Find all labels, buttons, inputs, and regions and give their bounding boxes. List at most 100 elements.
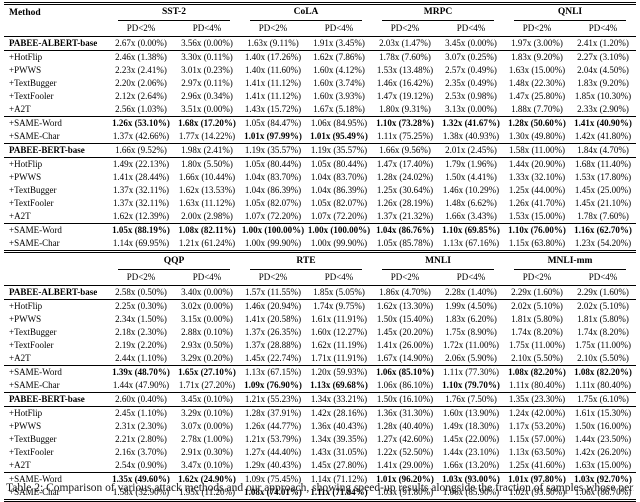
result-cell: 1.11x (75.25%): [377, 131, 433, 141]
result-cell: 1.41x (40.90%): [574, 118, 632, 128]
result-cell: 1.06x (84.95%): [310, 118, 368, 128]
result-cell: 1.36x (31.30%): [376, 408, 434, 418]
method-label: PABEE-ALBERT-base: [9, 287, 98, 297]
result-cell: 2.97x (0.11%): [181, 78, 233, 88]
result-cell: 1.13x (67.16%): [442, 238, 500, 248]
result-cell: 1.38x (40.93%): [442, 131, 500, 141]
result-cell: 1.17x (53.20%): [508, 421, 566, 431]
result-cell: 3.45x (0.00%): [445, 38, 497, 48]
result-cell: 1.35x (49.60%): [112, 474, 170, 484]
result-cell: 1.37x (32.11%): [113, 198, 169, 208]
result-cell: 1.41x (11.12%): [245, 91, 301, 101]
result-cell: 1.58x (11.00%): [509, 145, 565, 155]
table-row: +SAME-Word 1.35x (49.60%) 1.62x (24.90%) 1.…: [4, 473, 636, 487]
subheader-row: PD<2% PD<4% PD<2% PD<4% PD<2% PD<4% PD<2% PD<4%: [4, 21, 636, 37]
result-cell: 2.20x (2.06%): [115, 78, 167, 88]
table-section: PABEE-ALBERT-base 2.67x (0.00%) 3.56x (0.0…: [4, 37, 636, 51]
table-row: +PWWS 2.23x (2.41%) 3.01x (0.23%) 1.40x (11…: [4, 64, 636, 77]
table-header: Method SST-2 CoLA MRPC QNLI PD<2% PD<4% PD<2% PD…: [4, 4, 636, 37]
result-cell: 2.18x (2.30%): [115, 327, 167, 337]
result-cell: 1.66x (3.43%): [445, 211, 497, 221]
result-cell: 1.42x (28.16%): [310, 408, 368, 418]
result-cell: 1.98x (2.41%): [181, 145, 233, 155]
result-cell: 1.63x (15.00%): [508, 65, 566, 75]
result-cell: 1.28x (37.91%): [244, 408, 302, 418]
dataset-group-header: CoLA: [240, 4, 372, 21]
table-row: +TextBugger 1.37x (32.11%) 1.62x (13.53%) 1…: [4, 184, 636, 197]
result-cell: 3.45x (0.10%): [181, 394, 233, 404]
result-cell: 2.96x (0.34%): [181, 91, 233, 101]
result-cell: 2.58x (0.50%): [115, 287, 167, 297]
result-cell: 2.27x (3.10%): [577, 52, 629, 62]
result-cell: 1.75x (8.90%): [445, 327, 497, 337]
group-header-row: Method SST-2 CoLA MRPC QNLI: [4, 4, 636, 21]
result-cell: 1.09x (75.45%): [244, 474, 302, 484]
result-cell: 1.11x (77.30%): [443, 367, 499, 377]
table-row: +HotFlip 1.49x (22.13%) 1.80x (5.50%) 1.05x…: [4, 158, 636, 172]
dataset-group-label: MNLI-mm: [514, 254, 626, 270]
result-cell: 1.88x (7.70%): [511, 104, 563, 114]
result-cell: 2.34x (1.50%): [115, 314, 167, 324]
result-cell: 1.75x (11.00%): [575, 340, 631, 350]
result-cell: 1.01x (97.99%): [244, 131, 302, 141]
table-row: +PWWS 2.34x (1.50%) 3.15x (0.00%) 1.41x (20…: [4, 313, 636, 326]
result-cell: 1.37x (28.88%): [244, 340, 302, 350]
result-cell: 2.41x (1.20%): [577, 38, 629, 48]
result-cell: 1.99x (4.50%): [445, 301, 497, 311]
result-cell: 1.71x (27.20%): [178, 380, 236, 390]
pd-threshold-subheader: PD<4%: [324, 272, 354, 282]
table-row: +PWWS 1.41x (28.44%) 1.66x (10.44%) 1.04x (…: [4, 171, 636, 184]
result-cell: 1.19x (35.57%): [244, 145, 302, 155]
result-cell: 2.53x (0.98%): [445, 91, 497, 101]
result-cell: 1.35x (23.30%): [508, 394, 566, 404]
result-cell: 1.13x (63.50%): [508, 447, 566, 457]
dataset-group-label: QQP: [118, 254, 230, 270]
result-cell: 1.53x (15.00%): [508, 211, 566, 221]
pd-threshold-subheader: PD<2%: [522, 23, 552, 33]
result-cell: 2.35x (0.49%): [445, 78, 497, 88]
result-cell: 2.02x (5.10%): [577, 301, 629, 311]
result-cell: 1.13x (67.15%): [244, 367, 302, 377]
method-label: +SAME-Word: [9, 474, 62, 484]
result-cell: 1.27x (42.60%): [376, 434, 434, 444]
result-cell: 1.44x (20.90%): [508, 159, 566, 169]
result-cell: 1.44x (23.10%): [442, 447, 500, 457]
result-cell: 1.42x (41.80%): [574, 131, 632, 141]
dataset-group-header: QNLI: [504, 4, 636, 21]
dataset-group-header: MNLI: [372, 254, 504, 270]
result-cell: 1.60x (4.12%): [313, 65, 365, 75]
result-cell: 1.07x (72.20%): [244, 211, 302, 221]
result-cell: 1.41x (29.00%): [376, 460, 434, 470]
result-cell: 1.67x (5.18%): [313, 104, 365, 114]
method-label: +PWWS: [9, 65, 42, 75]
result-cell: 2.01x (2.45%): [445, 145, 497, 155]
result-cell: 1.21x (61.24%): [178, 238, 236, 248]
result-cell: 1.37x (26.35%): [244, 327, 302, 337]
result-cell: 1.26x (41.70%): [508, 198, 566, 208]
method-label: +TextBugger: [9, 185, 57, 195]
result-cell: 1.60x (13.90%): [442, 408, 500, 418]
result-cell: 1.75x (11.00%): [509, 340, 565, 350]
result-cell: 1.48x (22.30%): [508, 78, 566, 88]
result-cell: 1.60x (3.93%): [313, 91, 365, 101]
result-cell: 1.34x (39.35%): [310, 434, 368, 444]
result-cell: 1.62x (13.53%): [178, 185, 236, 195]
method-label: +TextBugger: [9, 327, 57, 337]
method-column-header: [4, 254, 108, 286]
result-cell: 1.29x (40.43%): [244, 460, 302, 470]
result-cell: 2.57x (0.49%): [445, 65, 497, 75]
result-cell: 1.10x (76.00%): [508, 225, 566, 235]
pd-threshold-subheader: PD<4%: [324, 23, 354, 33]
result-cell: 2.29x (1.60%): [577, 287, 629, 297]
result-cell: 1.11x (80.40%): [575, 380, 631, 390]
table-section: +HotFlip 1.49x (22.13%) 1.80x (5.50%) 1.05x…: [4, 157, 636, 224]
result-cell: 1.08x (82.20%): [574, 367, 632, 377]
result-cell: 2.03x (1.47%): [379, 38, 431, 48]
result-cell: 1.44x (23.50%): [574, 434, 632, 444]
dataset-group-label: MRPC: [382, 5, 494, 21]
result-cell: 1.03x (92.70%): [574, 474, 632, 484]
table-row: +A2T 2.56x (1.03%) 3.51x (0.00%) 1.43x (15.…: [4, 103, 636, 117]
method-label: +TextFooler: [9, 447, 54, 457]
result-cell: 1.45x (25.00%): [574, 185, 632, 195]
result-cell: 3.29x (0.10%): [181, 408, 233, 418]
